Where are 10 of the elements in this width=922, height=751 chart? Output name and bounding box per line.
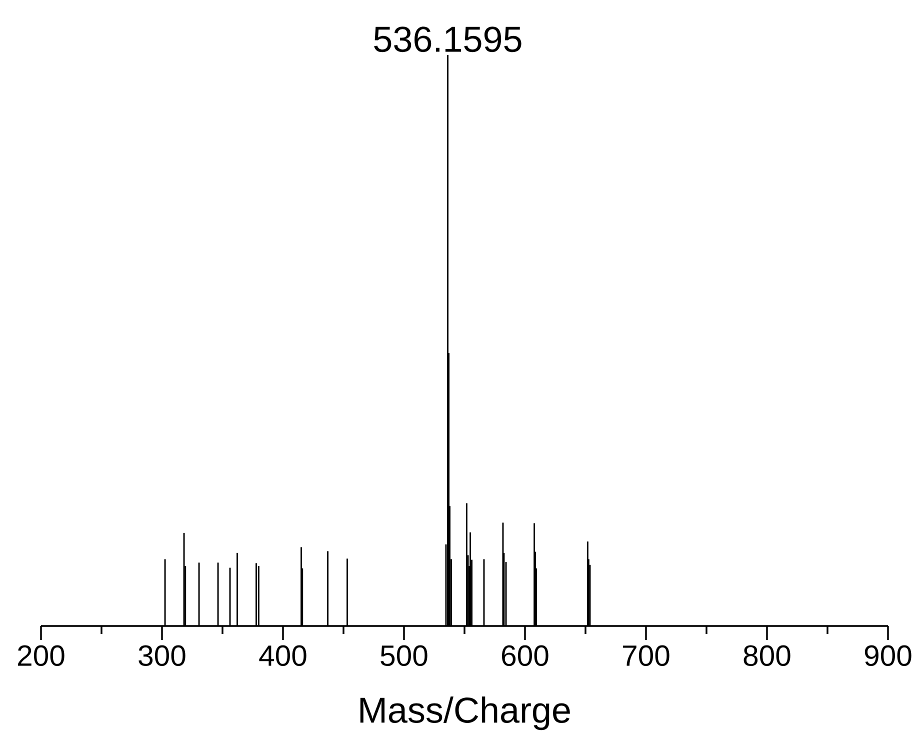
x-tick-label: 500 [380,645,428,666]
x-tick-label: 800 [744,645,790,666]
annotation: 536.1595 [374,26,522,52]
x-axis-title: Mass/Charge [360,696,570,730]
x-tick-label: 700 [623,645,670,666]
x-tick-label: 200 [18,645,64,666]
x-tick-label: 300 [138,645,186,666]
x-tick-label: 400 [259,645,306,666]
x-tick-label: 900 [864,645,912,666]
x-tick-label: 600 [502,645,548,666]
